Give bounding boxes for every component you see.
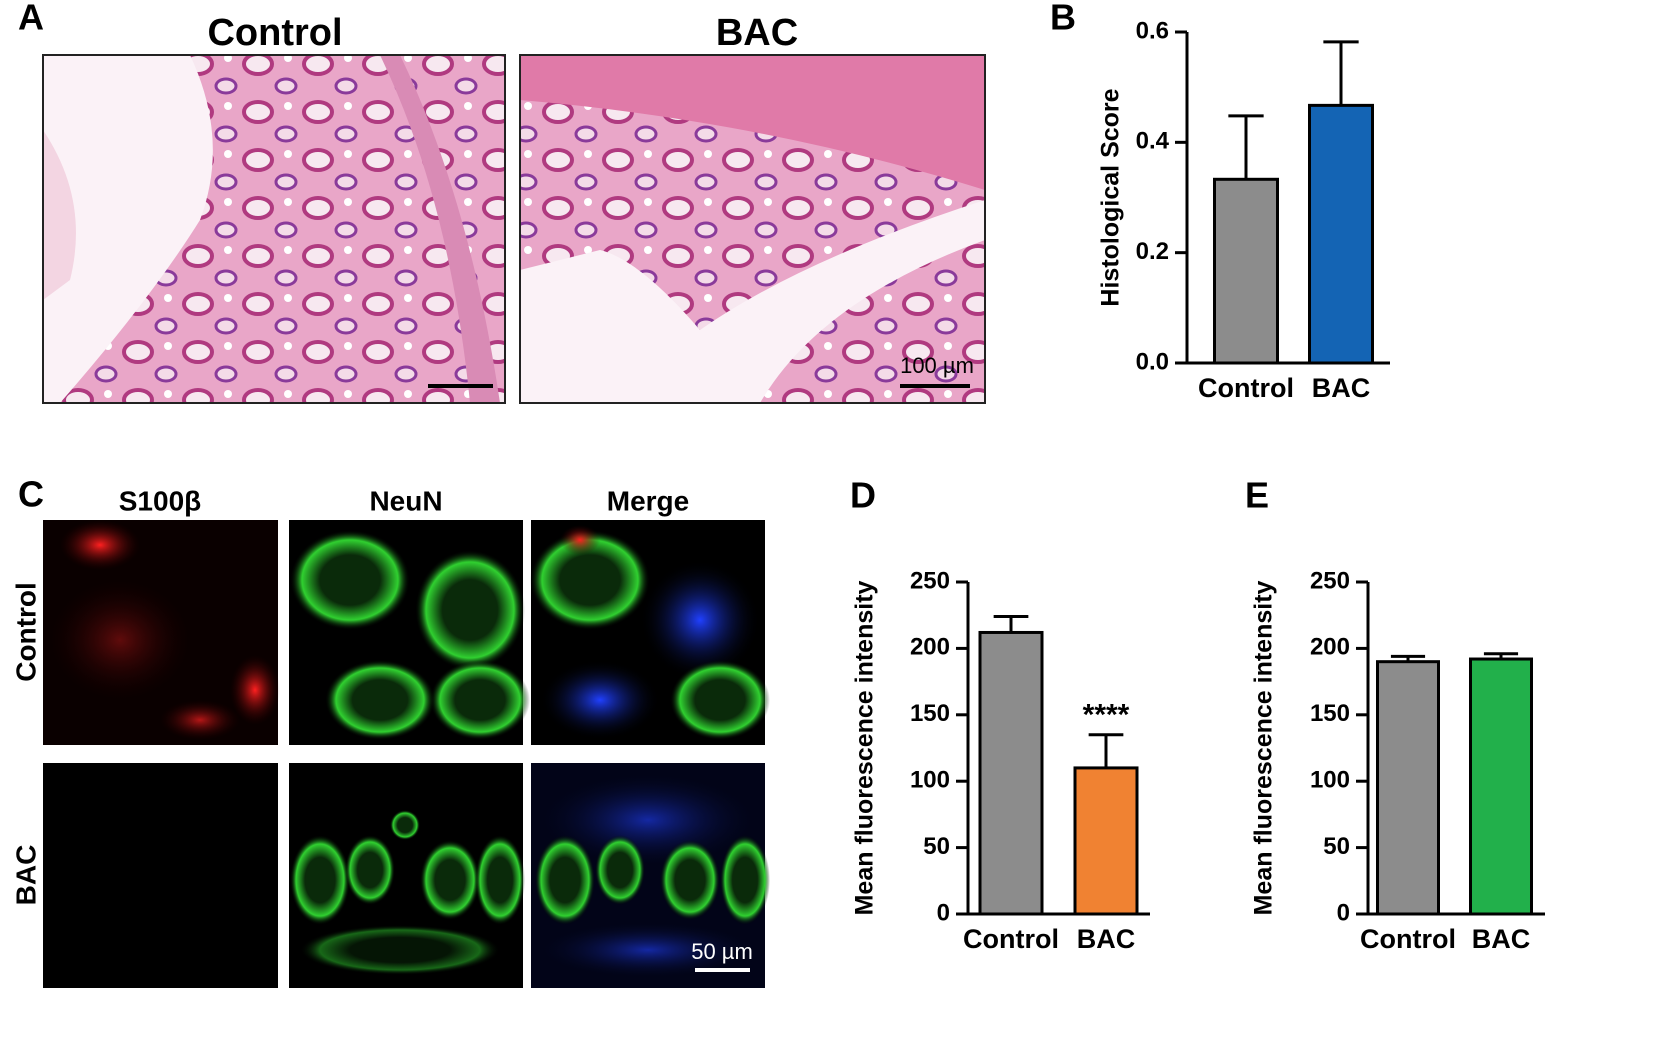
y-axis-label: Histological Score [1097,88,1125,306]
panel-label: B [1050,0,1076,38]
y-tick-label: 200 [910,634,950,661]
bar [978,630,1044,916]
y-tick-label: 0.6 [1136,17,1169,44]
x-tick-label: Control [1198,373,1294,403]
y-tick-label: 0 [1337,899,1350,926]
x-tick-label: Control [1360,924,1456,954]
x-tick-label: BAC [1077,924,1136,954]
bar [1469,657,1533,916]
fluorescence-grid [43,520,770,988]
y-tick-label: 200 [1310,634,1350,661]
y-tick-label: 0.4 [1136,128,1170,155]
micrograph-bac [519,54,986,404]
bar [1073,766,1139,916]
x-tick-label: Control [963,924,1059,954]
column-label: BAC [716,12,798,54]
y-tick-label: 0.0 [1136,348,1169,375]
significance: **** [1083,699,1130,732]
y-tick-label: 0 [937,899,950,926]
y-tick-label: 50 [923,833,950,860]
column-label: S100β [119,485,201,516]
y-tick-label: 100 [910,767,950,794]
y-tick-label: 100 [1310,767,1350,794]
row-label: Control [10,582,41,682]
y-tick-label: 150 [1310,700,1350,727]
micrograph-control [42,54,506,404]
column-label: NeuN [369,485,442,516]
column-label: Merge [607,485,689,516]
y-axis-label: Mean fluorescence intensity [1250,580,1278,915]
panel-label: D [850,475,876,516]
y-tick-label: 0.2 [1136,238,1169,265]
scale-bar-label: 100 µm [900,353,974,378]
y-tick-label: 50 [1323,833,1350,860]
panel-label: A [18,0,44,38]
bar [1376,660,1440,916]
y-tick-label: 250 [1310,567,1350,594]
panel-label: E [1245,475,1269,516]
column-label: Control [207,12,342,54]
x-tick-label: BAC [1312,373,1371,403]
row-label: BAC [10,845,41,906]
y-axis-label: Mean fluorescence intensity [851,580,879,915]
scale-bar-label: 50 µm [691,939,753,964]
y-tick-label: 150 [910,700,950,727]
bar [1213,177,1279,365]
x-tick-label: BAC [1472,924,1531,954]
y-tick-label: 250 [910,567,950,594]
panel-label: C [18,474,44,515]
bar [1308,103,1374,365]
